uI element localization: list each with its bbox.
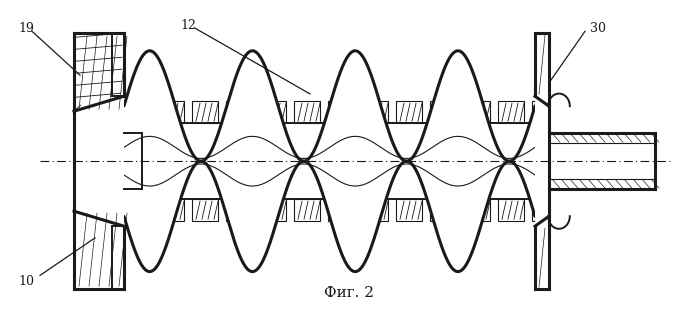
Bar	[532, 199, 535, 221]
Bar	[328, 101, 354, 123]
Bar	[535, 33, 665, 289]
Bar	[396, 101, 422, 123]
Text: Фиг. 2: Фиг. 2	[324, 286, 375, 300]
Bar	[430, 101, 456, 123]
Bar	[294, 101, 320, 123]
Bar	[124, 101, 150, 123]
Bar	[498, 199, 524, 221]
Bar	[430, 199, 456, 221]
Bar	[124, 101, 535, 221]
Bar	[294, 199, 320, 221]
Bar	[328, 199, 354, 221]
Text: 30: 30	[590, 22, 606, 35]
Bar	[124, 199, 150, 221]
Bar	[362, 199, 388, 221]
Bar	[192, 199, 218, 221]
Bar	[74, 33, 124, 289]
Bar	[464, 101, 490, 123]
Bar	[260, 199, 286, 221]
Bar	[362, 101, 388, 123]
Bar	[158, 101, 184, 123]
Polygon shape	[124, 161, 535, 272]
Text: 10: 10	[18, 275, 34, 288]
Bar	[226, 199, 252, 221]
Bar	[532, 101, 535, 123]
Polygon shape	[124, 51, 535, 161]
Text: 12: 12	[180, 18, 196, 32]
Bar	[396, 199, 422, 221]
Bar	[158, 199, 184, 221]
Bar	[226, 101, 252, 123]
Bar	[464, 199, 490, 221]
Text: 19: 19	[18, 22, 34, 35]
Bar	[498, 101, 524, 123]
Bar	[192, 101, 218, 123]
Bar	[260, 101, 286, 123]
